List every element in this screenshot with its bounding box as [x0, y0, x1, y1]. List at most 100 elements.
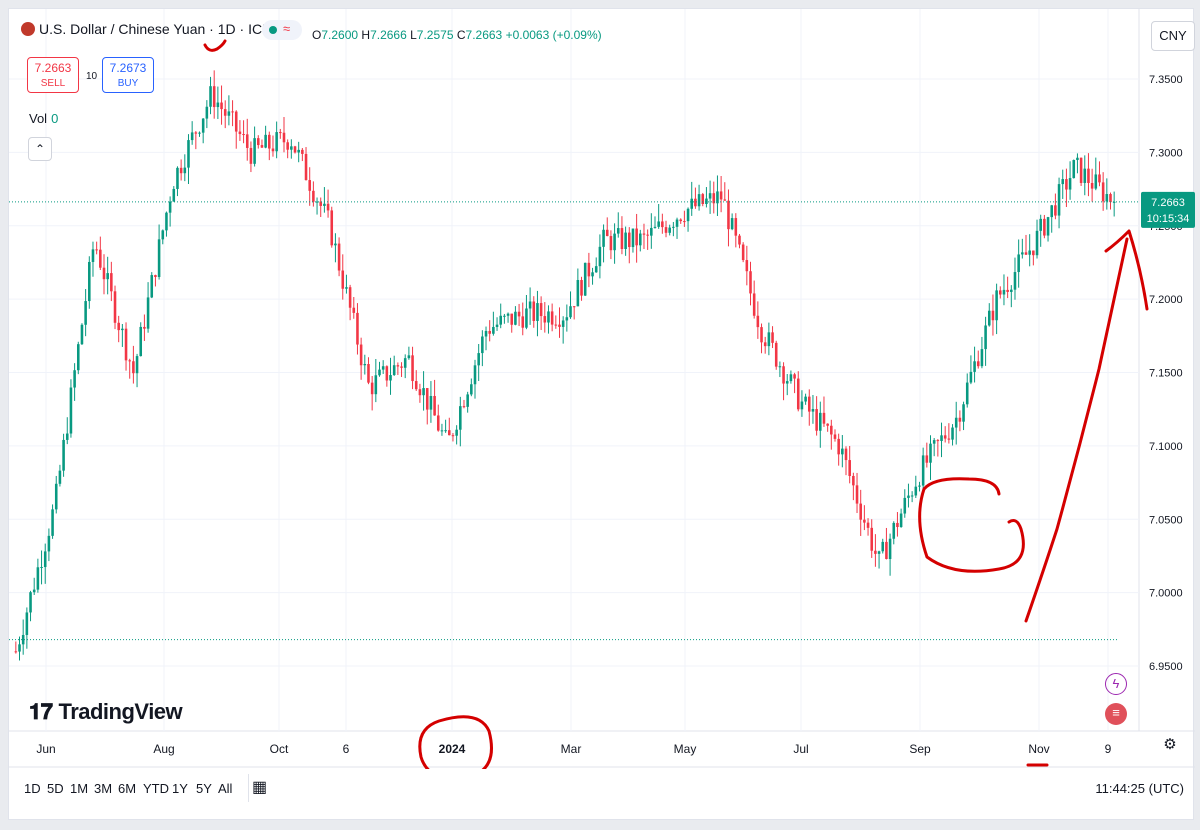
- candle-body: [752, 293, 756, 316]
- candle-body: [256, 138, 260, 146]
- open-label: O: [312, 28, 322, 42]
- candle-body: [837, 438, 840, 455]
- timeframe-5d[interactable]: 5D: [47, 781, 64, 796]
- candle-body: [455, 429, 458, 436]
- candle-body: [756, 315, 760, 328]
- candle-body: [984, 325, 987, 350]
- candle-body: [848, 460, 851, 476]
- timeframe-all[interactable]: All: [218, 781, 233, 796]
- candle-body: [598, 246, 602, 267]
- market-status-badge[interactable]: ≈: [262, 20, 302, 40]
- currency-selector[interactable]: CNY: [1151, 21, 1195, 51]
- tradingview-mark-icon: 𝟏𝟕: [29, 699, 53, 724]
- circle-annotation: [918, 477, 1025, 573]
- y-tick-label: 6.9500: [1149, 661, 1183, 673]
- utc-clock[interactable]: 11:44:25 (UTC): [1095, 781, 1184, 796]
- candle-body: [863, 519, 866, 523]
- candle-body: [36, 567, 40, 590]
- timeframe-ytd[interactable]: YTD: [143, 781, 169, 796]
- candle-body: [866, 522, 870, 528]
- candle-body: [1068, 178, 1072, 190]
- sell-button[interactable]: 7.2663 SELL: [27, 57, 79, 93]
- candle-body: [337, 243, 341, 271]
- candle-body: [616, 228, 620, 234]
- candle-body: [21, 634, 25, 645]
- candle-body: [1065, 179, 1068, 190]
- candle-body: [227, 111, 231, 116]
- candle-body: [569, 306, 572, 318]
- timeframe-1y[interactable]: 1Y: [172, 781, 188, 796]
- candle-body: [54, 483, 58, 510]
- candle-body: [672, 226, 675, 228]
- candle-body: [517, 311, 521, 317]
- candle-body: [425, 388, 429, 410]
- gear-icon[interactable]: ⚙: [1163, 736, 1177, 753]
- candle-body: [605, 229, 609, 237]
- chart-panel[interactable]: 7.35007.30007.25007.20007.15007.10007.05…: [8, 8, 1195, 820]
- buy-button[interactable]: 7.2673 BUY: [102, 57, 154, 93]
- candle-body: [433, 395, 436, 416]
- chart-canvas[interactable]: 7.35007.30007.25007.20007.15007.10007.05…: [9, 9, 1195, 769]
- candle-body: [165, 212, 168, 231]
- collapse-legend-button[interactable]: ⌃: [28, 137, 52, 161]
- timeframe-6m[interactable]: 6M: [118, 781, 137, 796]
- candle-body: [466, 394, 469, 407]
- x-tick-label: 6: [343, 742, 350, 756]
- candle-body: [987, 310, 991, 326]
- volume-value: 0: [51, 111, 59, 126]
- candle-body: [782, 366, 785, 384]
- candle-body: [293, 146, 297, 153]
- candle-body: [330, 210, 334, 246]
- close-label: C: [456, 28, 466, 42]
- candle-body: [1024, 252, 1028, 255]
- candle-body: [822, 412, 826, 424]
- candle-body: [580, 280, 583, 296]
- candle-body: [348, 287, 352, 308]
- candle-body: [128, 360, 131, 362]
- candle-body: [745, 260, 749, 272]
- lightning-icon[interactable]: ϟ: [1105, 673, 1127, 695]
- candle-body: [627, 232, 631, 248]
- price-axis[interactable]: 7.35007.30007.25007.20007.15007.10007.05…: [1149, 74, 1183, 673]
- candle-body: [620, 228, 624, 249]
- volume-legend[interactable]: Vol 0: [29, 111, 58, 126]
- logo-text: TradingView: [58, 699, 183, 724]
- candle-body: [1043, 218, 1046, 236]
- candle-body: [947, 438, 951, 440]
- candle-body: [18, 644, 21, 652]
- candle-body: [910, 495, 914, 497]
- candle-body: [245, 134, 249, 148]
- candle-body: [995, 290, 998, 321]
- candle-body: [767, 332, 771, 347]
- us-flag-icon[interactable]: ≡: [1105, 703, 1127, 725]
- candle-body: [32, 589, 36, 593]
- candle-body: [730, 218, 734, 230]
- symbol-header[interactable]: U.S. Dollar / Chinese Yuan · 1D · ICE: [21, 21, 271, 37]
- timeframe-1d[interactable]: 1D: [24, 781, 41, 796]
- candle-body: [653, 226, 657, 228]
- candle-body: [363, 364, 367, 366]
- candle-body: [154, 275, 157, 277]
- candle-body: [29, 592, 32, 613]
- time-axis[interactable]: Jun Aug Oct 6 2024 Mar May Jul Sep Nov 9: [36, 742, 1111, 756]
- candle-body: [1050, 205, 1054, 218]
- candle-body: [888, 538, 892, 560]
- timeframe-1m[interactable]: 1M: [70, 781, 89, 796]
- candle-body: [132, 361, 135, 374]
- tradingview-logo[interactable]: 𝟏𝟕 TradingView: [29, 699, 183, 725]
- timeframe-5y[interactable]: 5Y: [196, 781, 212, 796]
- candle-body: [1076, 157, 1079, 161]
- candle-body: [190, 132, 194, 141]
- candle-body: [249, 147, 253, 164]
- candle-body: [451, 435, 455, 437]
- candle-body: [1006, 289, 1009, 292]
- candle-body: [84, 301, 87, 325]
- interval-label[interactable]: 1D: [217, 21, 236, 37]
- buy-label: BUY: [117, 78, 139, 89]
- timeframe-3m[interactable]: 3M: [94, 781, 113, 796]
- calendar-range-icon[interactable]: ▦: [252, 779, 268, 796]
- candle-body: [804, 396, 807, 402]
- candle-body: [921, 455, 925, 486]
- candle-body: [719, 191, 723, 200]
- candle-body: [290, 146, 293, 150]
